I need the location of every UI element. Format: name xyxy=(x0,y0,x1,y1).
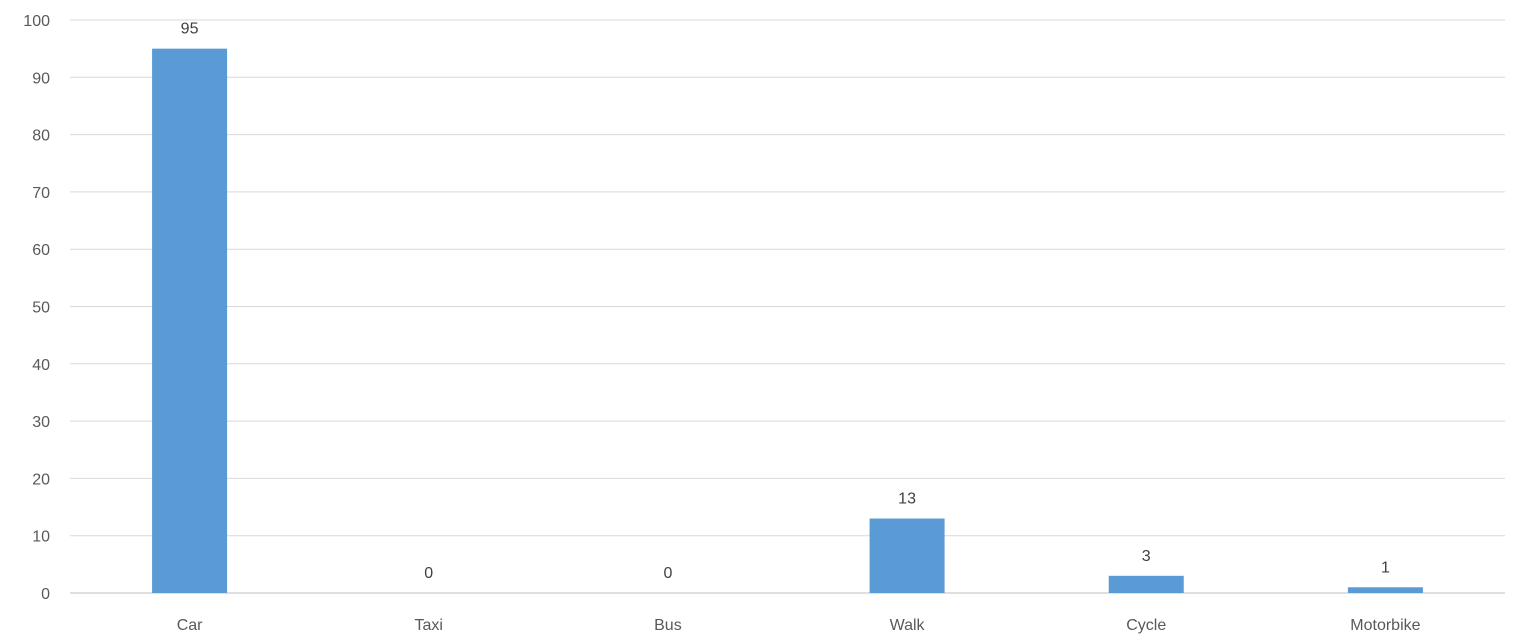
y-tick-label-20: 20 xyxy=(32,471,50,488)
data-label-motorbike: 1 xyxy=(1381,559,1390,576)
bars xyxy=(152,48,1423,593)
bar-walk xyxy=(869,518,945,593)
y-tick-label-80: 80 xyxy=(32,128,50,145)
y-tick-label-10: 10 xyxy=(32,529,50,546)
y-axis-ticks: 0 10 20 30 40 50 60 70 80 90 100 xyxy=(23,13,50,603)
y-tick-label-70: 70 xyxy=(32,185,50,202)
category-label-walk: Walk xyxy=(890,617,926,634)
category-label-bus: Bus xyxy=(654,617,682,634)
category-labels: Car Taxi Bus Walk Cycle Motorbike xyxy=(177,617,1421,634)
data-label-cycle: 3 xyxy=(1142,548,1151,565)
category-label-cycle: Cycle xyxy=(1126,617,1166,634)
y-tick-label-90: 90 xyxy=(32,70,50,87)
y-tick-label-60: 60 xyxy=(32,242,50,259)
gridlines xyxy=(70,19,1505,594)
data-label-bus: 0 xyxy=(663,565,672,582)
category-label-car: Car xyxy=(177,617,203,634)
bar-car xyxy=(152,48,228,593)
data-label-walk: 13 xyxy=(898,491,916,508)
bar-cycle xyxy=(1108,575,1184,593)
data-label-taxi: 0 xyxy=(424,565,433,582)
bar-motorbike xyxy=(1347,587,1423,593)
data-labels: 95 0 0 13 3 1 xyxy=(181,21,1390,582)
data-label-car: 95 xyxy=(181,21,199,38)
y-tick-label-100: 100 xyxy=(23,13,50,30)
y-tick-label-50: 50 xyxy=(32,300,50,317)
y-tick-label-30: 30 xyxy=(32,414,50,431)
category-label-motorbike: Motorbike xyxy=(1350,617,1420,634)
category-label-taxi: Taxi xyxy=(415,617,443,634)
y-tick-label-0: 0 xyxy=(41,586,50,603)
y-tick-label-40: 40 xyxy=(32,357,50,374)
